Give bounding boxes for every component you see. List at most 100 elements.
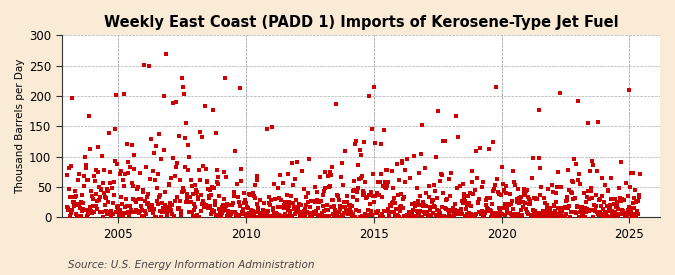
- Point: [607, 213, 618, 217]
- Point: [628, 171, 639, 175]
- Point: [192, 213, 202, 217]
- Point: [139, 62, 150, 67]
- Point: [163, 208, 173, 213]
- Point: [499, 188, 510, 192]
- Point: [561, 212, 572, 216]
- Point: [571, 204, 582, 208]
- Point: [539, 208, 550, 213]
- Point: [270, 214, 281, 218]
- Point: [412, 209, 423, 213]
- Point: [485, 209, 496, 214]
- Point: [207, 208, 217, 213]
- Point: [153, 171, 163, 176]
- Point: [161, 52, 172, 56]
- Point: [315, 175, 325, 179]
- Point: [112, 208, 123, 213]
- Point: [165, 204, 176, 209]
- Point: [549, 204, 560, 208]
- Point: [240, 211, 250, 216]
- Point: [580, 206, 591, 210]
- Point: [342, 209, 353, 213]
- Point: [485, 196, 495, 200]
- Point: [316, 214, 327, 218]
- Point: [182, 167, 193, 172]
- Y-axis label: Thousand Barrels per Day: Thousand Barrels per Day: [15, 59, 25, 194]
- Point: [612, 207, 623, 211]
- Point: [146, 203, 157, 207]
- Point: [594, 213, 605, 217]
- Point: [190, 183, 200, 187]
- Point: [319, 189, 330, 193]
- Point: [467, 215, 478, 219]
- Point: [331, 214, 342, 218]
- Point: [205, 204, 215, 208]
- Point: [511, 215, 522, 219]
- Point: [583, 120, 593, 125]
- Point: [212, 174, 223, 179]
- Point: [373, 180, 383, 185]
- Point: [500, 202, 510, 206]
- Point: [74, 202, 84, 206]
- Point: [477, 209, 488, 213]
- Point: [283, 204, 294, 209]
- Point: [497, 211, 508, 216]
- Point: [568, 210, 579, 214]
- Point: [178, 85, 188, 89]
- Point: [267, 205, 278, 210]
- Point: [506, 211, 516, 216]
- Point: [585, 185, 596, 190]
- Point: [307, 211, 318, 215]
- Point: [526, 213, 537, 218]
- Point: [260, 214, 271, 218]
- Point: [298, 213, 308, 217]
- Point: [238, 208, 248, 213]
- Point: [155, 192, 166, 197]
- Point: [337, 214, 348, 218]
- Point: [416, 152, 427, 156]
- Point: [529, 196, 539, 200]
- Point: [298, 210, 308, 214]
- Point: [125, 164, 136, 169]
- Point: [315, 214, 326, 219]
- Point: [521, 189, 532, 193]
- Point: [418, 210, 429, 214]
- Point: [394, 215, 405, 219]
- Point: [96, 186, 107, 191]
- Point: [632, 212, 643, 216]
- Point: [154, 209, 165, 214]
- Point: [323, 214, 334, 219]
- Point: [401, 213, 412, 218]
- Point: [580, 200, 591, 204]
- Point: [194, 167, 205, 172]
- Point: [87, 204, 98, 208]
- Point: [544, 207, 555, 211]
- Point: [347, 195, 358, 199]
- Point: [363, 94, 374, 98]
- Point: [346, 211, 356, 215]
- Point: [506, 214, 517, 219]
- Point: [130, 207, 141, 212]
- Point: [406, 202, 417, 207]
- Point: [151, 186, 162, 191]
- Point: [180, 136, 190, 140]
- Point: [264, 201, 275, 205]
- Point: [225, 215, 236, 219]
- Point: [587, 195, 597, 200]
- Point: [97, 181, 108, 185]
- Point: [330, 102, 341, 106]
- Point: [350, 139, 361, 143]
- Point: [134, 170, 145, 175]
- Point: [84, 147, 95, 151]
- Point: [476, 185, 487, 189]
- Point: [416, 203, 427, 207]
- Point: [435, 179, 446, 183]
- Point: [472, 200, 483, 205]
- Point: [609, 202, 620, 206]
- Point: [548, 210, 559, 215]
- Point: [157, 201, 168, 206]
- Point: [209, 186, 219, 191]
- Point: [595, 204, 606, 208]
- Point: [148, 207, 159, 211]
- Point: [419, 211, 430, 216]
- Point: [254, 215, 265, 219]
